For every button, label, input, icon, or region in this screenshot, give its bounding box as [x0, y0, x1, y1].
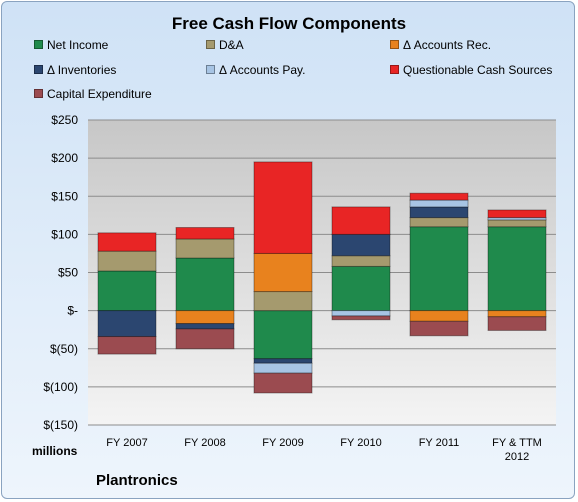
y-tick-label: $200 [51, 151, 78, 165]
bar-segment [409, 226, 469, 312]
y-tick-label: $100 [51, 227, 78, 241]
legend-swatch [34, 40, 43, 49]
legend-label: D&A [219, 38, 244, 52]
bar-segment [253, 362, 313, 374]
bar-segment [97, 232, 157, 252]
legend-label: Δ Accounts Pay. [219, 63, 306, 77]
legend-entry-d-and-a: D&A [206, 38, 244, 52]
bar-segment [175, 310, 235, 325]
bar-segment [175, 238, 235, 259]
bar-segment [409, 206, 469, 219]
legend-swatch [206, 40, 215, 49]
chart-title: Free Cash Flow Components [171, 14, 407, 33]
legend-label: Questionable Cash Sources [403, 63, 553, 77]
y-tick-label: $- [67, 304, 78, 318]
bar-segment [409, 199, 469, 208]
bar-segment [487, 219, 547, 228]
x-tick-label: FY 2009 [262, 437, 303, 449]
x-tick-label: FY 2011 [419, 437, 460, 449]
y-tick-label: $250 [51, 113, 78, 127]
bar-segment [409, 320, 469, 337]
bar-segment [487, 310, 547, 318]
company-name: Plantronics [96, 472, 178, 489]
x-tick-label: FY 2007 [106, 437, 147, 449]
y-tick-label: $150 [51, 189, 78, 203]
y-tick-label: $(100) [43, 380, 78, 394]
legend-label: Δ Accounts Rec. [403, 38, 492, 52]
bar-segment [331, 315, 391, 321]
y-tick-label: $50 [58, 266, 78, 280]
legend-swatch [390, 40, 399, 49]
bar-segment [175, 227, 235, 240]
bar-segment [253, 291, 313, 312]
legend-entry-inventories: Δ Inventories [34, 63, 116, 77]
units-label: millions [32, 444, 78, 458]
legend-entry-accounts-rec: Δ Accounts Rec. [390, 38, 491, 52]
bar-segment [253, 310, 313, 360]
bar-segment [331, 233, 391, 257]
bar-segment [253, 252, 313, 293]
legend-label: Net Income [47, 38, 109, 52]
bar-segment [409, 192, 469, 201]
legend-entry-accounts-pay: Δ Accounts Pay. [206, 63, 306, 77]
bar-segment [97, 270, 157, 312]
legend-swatch [34, 65, 43, 74]
legend-entry-questionable-cash: Questionable Cash Sources [390, 63, 552, 77]
bar-segment [97, 250, 157, 272]
y-tick-label: $(50) [50, 342, 78, 356]
x-tick-label: FY 2010 [340, 437, 381, 449]
x-tick-label: FY 2008 [184, 437, 225, 449]
bar-segment [97, 336, 157, 355]
bar-segment [253, 372, 313, 394]
legend-label: Δ Inventories [47, 63, 117, 77]
bar-segment [175, 323, 235, 330]
bar-segment [253, 161, 313, 254]
bar-segment [409, 217, 469, 228]
bar-segment [331, 310, 391, 317]
bar-segment [253, 358, 313, 364]
legend-entry-net-income: Net Income [34, 38, 108, 52]
legend-label: Capital Expenditure [47, 87, 152, 101]
y-tick-label: $(150) [43, 418, 78, 432]
bar-segment [487, 209, 547, 219]
bar-segment [175, 257, 235, 312]
bar-segment [487, 226, 547, 312]
bar-segment [331, 255, 391, 267]
bar-segment [331, 206, 391, 235]
bar-segment [175, 328, 235, 350]
bar-segment [487, 316, 547, 331]
legend-swatch [390, 65, 399, 74]
legend-swatch [34, 89, 43, 98]
bar-segment [409, 310, 469, 322]
x-tick-label: FY & TTM 2012 [492, 437, 542, 463]
bar-segment [97, 310, 157, 338]
bar-segment [331, 265, 391, 312]
legend-swatch [206, 65, 215, 74]
legend-entry-capex: Capital Expenditure [34, 87, 152, 101]
